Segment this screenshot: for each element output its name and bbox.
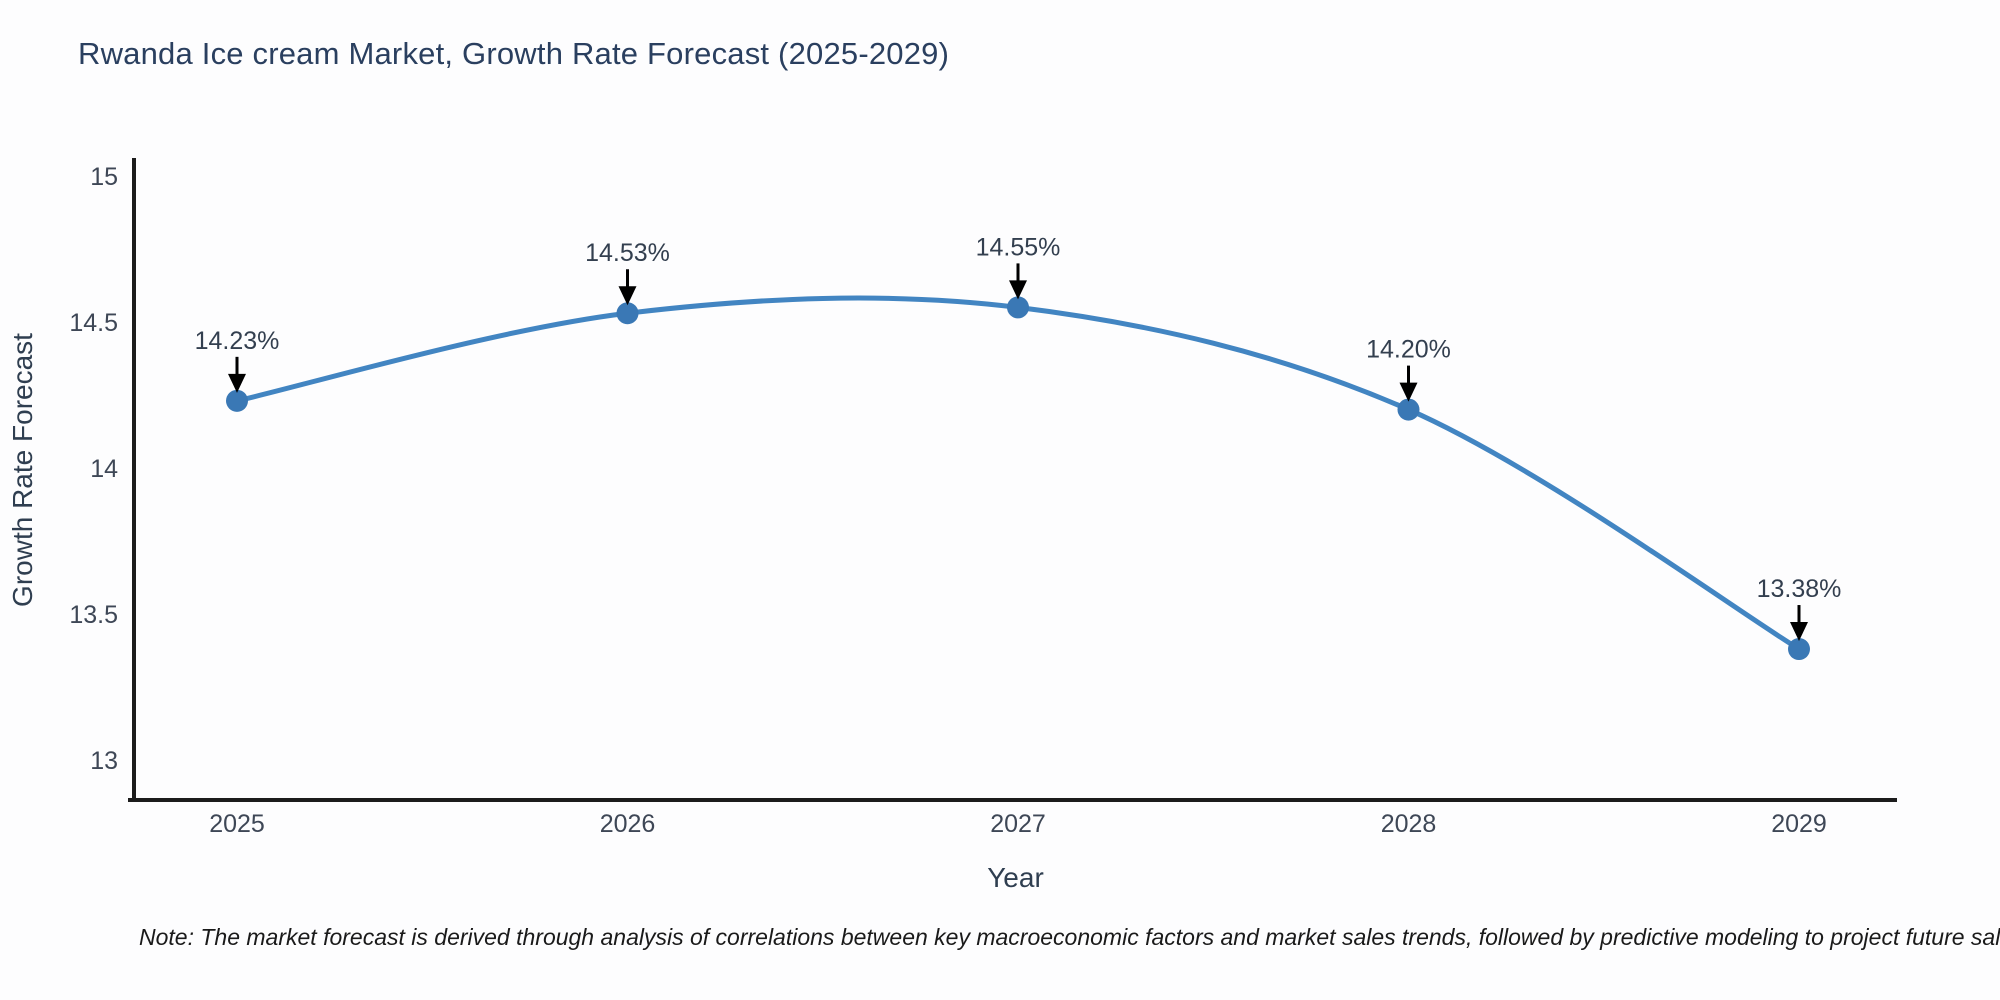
- annotation-arrowhead-icon: [228, 373, 246, 393]
- point-value-label: 14.20%: [1366, 336, 1451, 364]
- data-point-marker: [616, 302, 639, 325]
- x-tick-label: 2025: [209, 810, 265, 838]
- data-point-marker: [1397, 398, 1420, 421]
- x-tick-label: 2028: [1381, 810, 1437, 838]
- y-axis-title: Growth Rate Forecast: [7, 333, 38, 607]
- data-point-marker: [1007, 296, 1029, 319]
- y-tick-label: 14: [90, 455, 118, 483]
- point-value-label: 14.55%: [976, 233, 1061, 261]
- point-value-label: 13.38%: [1757, 575, 1842, 603]
- annotation-arrowhead-icon: [1790, 622, 1808, 642]
- annotation-arrowhead-icon: [1009, 280, 1027, 300]
- x-tick-label: 2026: [600, 810, 656, 838]
- y-tick-label: 13.5: [69, 601, 118, 629]
- data-point-marker: [1788, 638, 1810, 661]
- x-tick-label: 2029: [1771, 810, 1827, 838]
- y-tick-label: 14.5: [69, 309, 118, 337]
- series-line: [234, 295, 1802, 652]
- annotation-arrowhead-icon: [618, 286, 637, 306]
- point-value-label: 14.23%: [195, 327, 280, 355]
- data-point-marker: [226, 389, 248, 412]
- y-tick-label: 15: [90, 163, 118, 191]
- point-value-label: 14.53%: [585, 239, 670, 267]
- annotation-arrowhead-icon: [1399, 382, 1418, 402]
- y-tick-label: 13: [90, 747, 118, 775]
- x-axis-title: Year: [987, 862, 1044, 893]
- footnote-text: Note: The market forecast is derived thr…: [139, 924, 2000, 950]
- chart-title: Rwanda Ice cream Market, Growth Rate For…: [78, 36, 950, 71]
- x-tick-label: 2027: [990, 810, 1046, 838]
